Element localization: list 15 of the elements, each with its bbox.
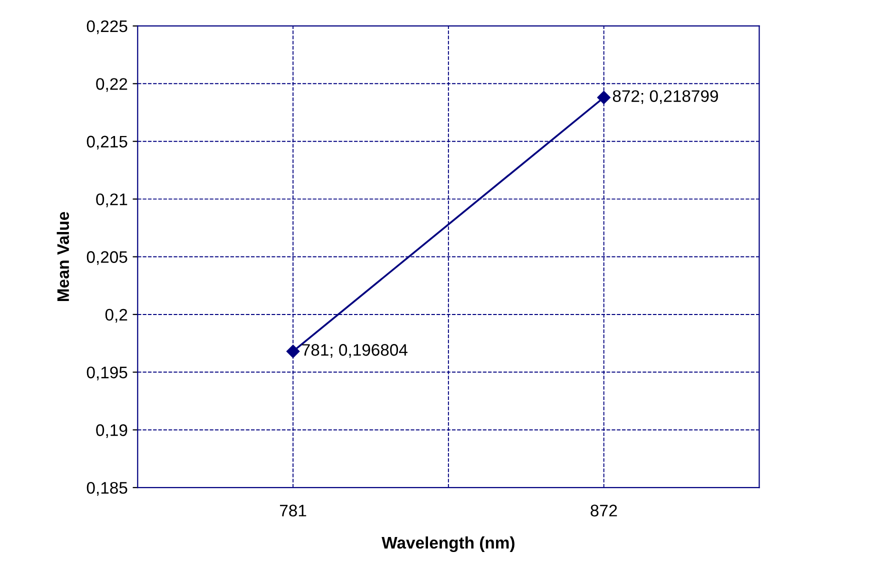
y-tick-label: 0,22 [96,78,128,92]
data-label: 872; 0,218799 [612,90,718,104]
y-tick-label: 0,205 [86,251,128,265]
data-label: 781; 0,196804 [302,344,408,358]
y-tick-label: 0,225 [86,20,128,34]
y-tick-label: 0,215 [86,136,128,150]
y-tick-label: 0,185 [86,482,128,496]
x-axis-title: Wavelength (nm) [382,536,514,552]
x-tick-label: 872 [590,504,617,516]
y-tick-label: 0,19 [96,424,128,438]
y-axis-title: Mean Value [56,212,70,302]
y-tick-label: 0,21 [96,193,128,208]
x-tick-label: 781 [280,504,306,516]
y-tick-label: 0,2 [105,308,128,323]
y-tick-label: 0,195 [86,366,128,380]
